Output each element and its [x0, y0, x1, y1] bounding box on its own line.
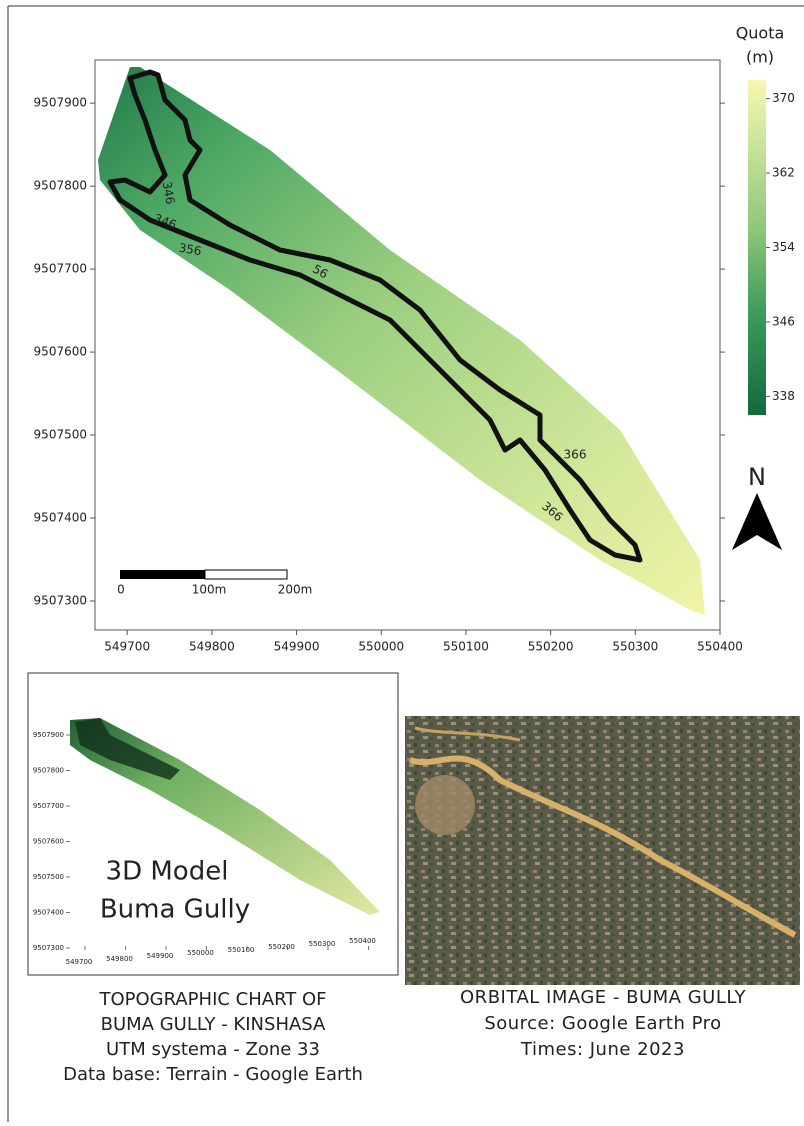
caption-left: TOPOGRAPHIC CHART OF	[98, 989, 326, 1010]
inset-y-tick-label: 9507400	[33, 909, 64, 917]
inset-x-tick-label: 550300	[309, 940, 336, 948]
scale-label: 0	[117, 583, 125, 597]
inset-x-tick-label: 550400	[349, 937, 376, 945]
caption-right: ORBITAL IMAGE - BUMA GULLY	[460, 987, 746, 1008]
inset-y-tick-label: 9507600	[33, 838, 64, 846]
x-tick-label: 550000	[358, 640, 404, 654]
x-tick-label: 549800	[189, 640, 235, 654]
captions: TOPOGRAPHIC CHART OF BUMA GULLY - KINSHAS…	[63, 987, 746, 1085]
inset-x-tick-label: 550100	[228, 946, 255, 954]
inset-x-tick-label: 550000	[187, 949, 214, 957]
y-tick-label: 9507600	[34, 345, 87, 359]
y-tick-label: 9507800	[34, 179, 87, 193]
inset-y-tick-label: 9507500	[33, 873, 64, 881]
colorbar-label: 370	[772, 91, 795, 105]
inset-x-tick-label: 549900	[147, 952, 174, 960]
y-tick-label: 9507400	[34, 510, 87, 524]
orbital-feature	[415, 775, 475, 835]
caption-right: Times: June 2023	[520, 1039, 685, 1060]
colorbar-label: 354	[772, 240, 795, 254]
legend-title: Quota	[736, 24, 785, 43]
x-tick-label: 550200	[528, 640, 574, 654]
x-tick-label: 549900	[274, 640, 320, 654]
scale-label: 100m	[192, 583, 227, 597]
scale-label: 200m	[278, 583, 313, 597]
north-label: N	[748, 463, 766, 491]
north-arrow	[732, 493, 782, 550]
y-tick-label: 9507900	[34, 96, 87, 110]
inset-title: Buma Gully	[100, 895, 250, 925]
contour-label: 366	[564, 448, 587, 462]
x-tick-label: 550300	[612, 640, 658, 654]
x-tick-label: 550100	[443, 640, 489, 654]
inset-y-tick-label: 9507700	[33, 802, 64, 810]
inset-y-tick-label: 9507800	[33, 767, 64, 775]
legend-title: (m)	[746, 48, 774, 67]
caption-right: Source: Google Earth Pro	[484, 1013, 721, 1034]
inset-x-tick-label: 550200	[268, 943, 295, 951]
page: 34634635656366366 0 100m 200m N Quota (m…	[0, 0, 804, 1122]
y-tick-label: 9507300	[34, 593, 87, 607]
colorbar-label: 346	[772, 314, 795, 328]
inset-y-tick-label: 9507900	[33, 731, 64, 739]
inset-x-tick-label: 549700	[66, 958, 93, 966]
caption-left: UTM systema - Zone 33	[106, 1039, 320, 1060]
scale-bar	[205, 570, 287, 579]
caption-left: BUMA GULLY - KINSHASA	[101, 1014, 326, 1035]
inset-y-tick-label: 9507300	[33, 944, 64, 952]
y-tick-label: 9507500	[34, 428, 87, 442]
inset-title: 3D Model	[106, 857, 229, 887]
inset-x-tick-label: 549800	[106, 955, 133, 963]
colorbar-label: 338	[772, 389, 795, 403]
colorbar	[748, 80, 766, 415]
scale-bar	[120, 570, 205, 579]
x-tick-label: 549700	[104, 640, 150, 654]
caption-left: Data base: Terrain - Google Earth	[63, 1064, 363, 1085]
x-tick-label: 550400	[697, 640, 743, 654]
y-tick-label: 9507700	[34, 262, 87, 276]
colorbar-label: 362	[772, 166, 795, 180]
